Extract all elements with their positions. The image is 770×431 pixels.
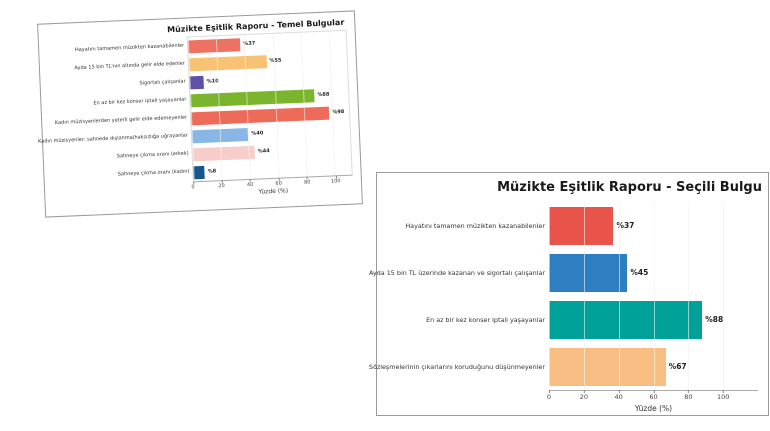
value-label: %44 bbox=[257, 148, 270, 155]
value-label: %67 bbox=[668, 362, 687, 371]
bar-row: %88 bbox=[549, 296, 758, 343]
plot-area: %37 %55 %10 %88 %98 %40 %44 %8 bbox=[186, 29, 353, 183]
bar bbox=[188, 54, 267, 71]
x-tick-label: 40 bbox=[614, 390, 623, 401]
category-label: Sözleşmelerinin çıkarlarını koruduğunu d… bbox=[368, 362, 545, 371]
category-label: Ayda 15 bin TL üzerinde kazanan ve sigor… bbox=[369, 268, 545, 277]
x-tick-label: 60 bbox=[649, 390, 658, 401]
x-tick-label: 80 bbox=[684, 390, 693, 401]
x-tick-label: 100 bbox=[716, 390, 730, 401]
bar bbox=[187, 37, 241, 53]
value-label: %45 bbox=[630, 268, 649, 277]
x-tick-label: 80 bbox=[303, 179, 311, 186]
category-axis: Hayatını tamamen müzikten kazanabilenler… bbox=[38, 36, 194, 204]
bar-plot-temel-bulgular: Hayatını tamamen müzikten kazanabilenler… bbox=[38, 29, 362, 204]
value-label: %10 bbox=[206, 78, 219, 85]
plot-area-column: %37 %45 %88 %67 0 20 40 60 80 100 Yüzde (%) bbox=[546, 202, 758, 413]
bar bbox=[193, 165, 205, 179]
bars: %37 %55 %10 %88 %98 %40 %44 %8 bbox=[187, 31, 352, 181]
category-label: En az bir kez konser iptali yaşayanlar bbox=[426, 315, 545, 324]
bar bbox=[549, 206, 614, 245]
bar-row: %45 bbox=[549, 249, 758, 296]
chart-panel-secili-bulgu: Müzikte Eşitlik Raporu - Seçili Bulgu Ha… bbox=[368, 172, 769, 416]
x-tick-label: 20 bbox=[579, 390, 588, 401]
x-axis-label: Yüzde (%) bbox=[634, 404, 673, 413]
plot-area: %37 %45 %88 %67 bbox=[549, 202, 758, 391]
x-tick-label: 0 bbox=[191, 184, 195, 191]
x-tick-label: 60 bbox=[275, 180, 283, 187]
bar bbox=[189, 75, 205, 89]
bars: %37 %45 %88 %67 bbox=[549, 202, 758, 390]
x-axis: 0 20 40 60 80 100 bbox=[546, 390, 758, 402]
plot-area-column: %37 %55 %10 %88 %98 %40 %44 %8 0 20 40 60 80 100 Yüz… bbox=[186, 29, 354, 199]
bar-plot-secili-bulgu: Hayatını tamamen müzikten kazanabilenler… bbox=[368, 202, 768, 413]
chart-title-secili-bulgu: Müzikte Eşitlik Raporu - Seçili Bulgu bbox=[497, 180, 762, 195]
x-tick-label: 20 bbox=[218, 183, 225, 190]
value-label: %55 bbox=[269, 57, 282, 65]
bar bbox=[549, 300, 703, 339]
category-label: Hayatını tamamen müzikten kazanabilenler bbox=[405, 221, 545, 230]
x-tick-label: 40 bbox=[246, 181, 254, 189]
bar-row: %67 bbox=[549, 343, 758, 390]
value-label: %37 bbox=[616, 221, 635, 230]
value-label: %8 bbox=[207, 168, 217, 175]
category-axis: Hayatını tamamen müzikten kazanabilenler… bbox=[368, 202, 549, 413]
value-label: %40 bbox=[251, 130, 264, 137]
bar bbox=[549, 253, 628, 292]
value-label: %88 bbox=[705, 315, 724, 324]
bar-row: %37 bbox=[549, 202, 758, 249]
chart-panel-temel-bulgular: Müzikte Eşitlik Raporu - Temel Bulgular … bbox=[37, 10, 363, 218]
x-tick-label: 0 bbox=[546, 390, 552, 401]
x-tick-label: 100 bbox=[330, 178, 341, 185]
value-label: %98 bbox=[332, 108, 345, 116]
bar bbox=[549, 347, 666, 386]
bar bbox=[191, 127, 249, 143]
value-label: %37 bbox=[243, 40, 256, 48]
bar bbox=[192, 145, 255, 161]
value-label: %88 bbox=[317, 91, 330, 99]
